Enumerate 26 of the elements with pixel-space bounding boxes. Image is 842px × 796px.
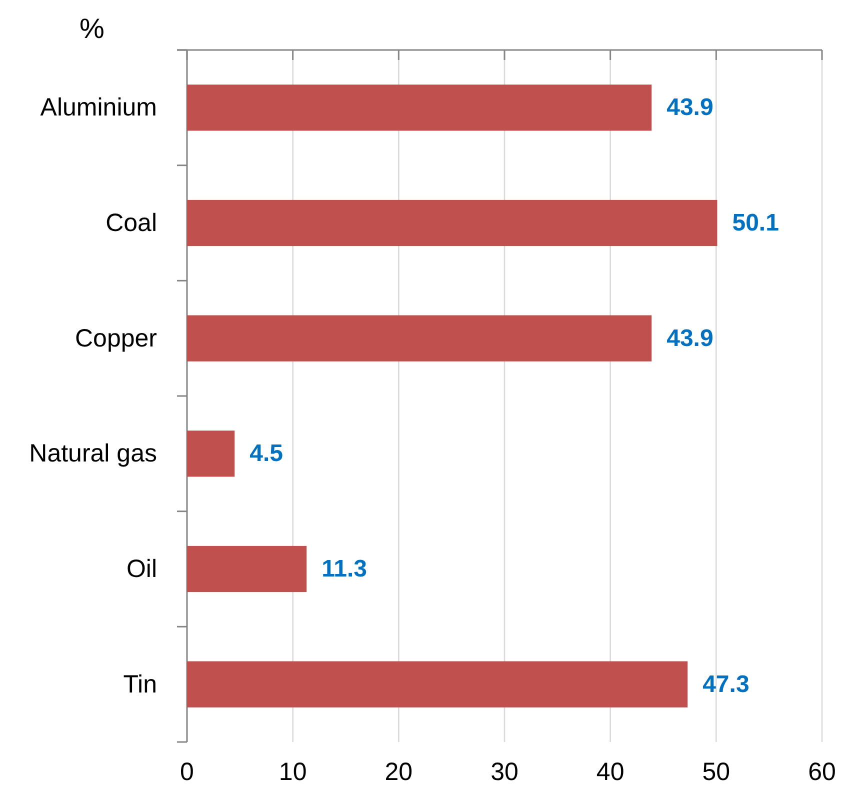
x-tick-label: 60 (808, 758, 836, 786)
x-tick-label: 0 (180, 758, 194, 786)
data-label: 4.5 (250, 440, 283, 468)
data-label: 47.3 (702, 670, 750, 698)
y-tick-label: Aluminium (40, 94, 157, 122)
x-tick-label: 30 (490, 758, 518, 786)
bar (187, 84, 652, 131)
y-tick-label: Copper (75, 324, 157, 352)
x-tick-label: 50 (702, 758, 730, 786)
x-axis-title: % (80, 13, 104, 44)
data-label: 50.1 (732, 210, 779, 236)
x-tick-label: 10 (278, 758, 307, 786)
bar (187, 315, 652, 362)
y-tick-label: Coal (106, 209, 157, 237)
bar (187, 546, 307, 592)
x-tick-label: 40 (596, 758, 624, 786)
bar (187, 430, 235, 477)
bar (187, 661, 688, 708)
data-label: 43.9 (666, 94, 714, 122)
data-label: 11.3 (322, 556, 367, 582)
y-tick-label: Natural gas (29, 440, 157, 468)
y-tick-label: Oil (126, 555, 157, 583)
data-label: 43.9 (666, 324, 714, 352)
x-tick-label: 20 (384, 758, 413, 786)
bar (187, 200, 718, 246)
y-tick-label: Tin (123, 670, 157, 698)
